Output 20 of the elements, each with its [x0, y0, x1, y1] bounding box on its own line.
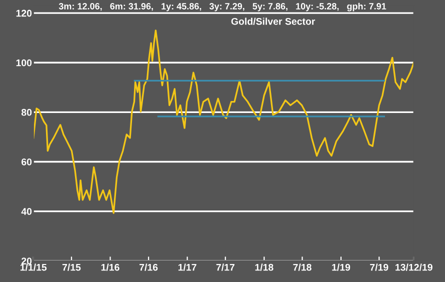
y-tick-label: 100	[16, 59, 32, 66]
y-tick-label: 40	[21, 208, 32, 215]
x-tick-label: 7/15	[62, 264, 81, 271]
x-tick-label: 13/12/19	[396, 264, 432, 271]
y-tick-label: 80	[21, 108, 32, 116]
x-tick-label: 7/16	[140, 264, 158, 271]
line-series	[33, 30, 414, 214]
x-tick-label: 7/17	[216, 264, 234, 271]
x-tick-label: 7/19	[370, 264, 388, 271]
y-tick-label: 20	[22, 258, 32, 264]
x-tick-label: 1/16	[101, 264, 120, 271]
y-tick-label: 120	[16, 10, 32, 17]
text: Gold/Silver Sector	[231, 18, 316, 25]
x-tick-label: 1/17	[178, 264, 196, 271]
y-tick-label: 60	[22, 158, 32, 166]
x-tick-label: 1/18	[255, 264, 274, 271]
x-tick-label: 7/18	[293, 264, 312, 271]
x-tick-label: 1/19	[332, 264, 350, 271]
annotation: 3m: 12.06, 6m: 31.96, 1y: 45.86, 3y: 7.29, 5y: 7.86, 10y: -5.28, gph: 7.91	[58, 2, 386, 12]
x-tick-label: 1/1/15	[20, 264, 47, 271]
